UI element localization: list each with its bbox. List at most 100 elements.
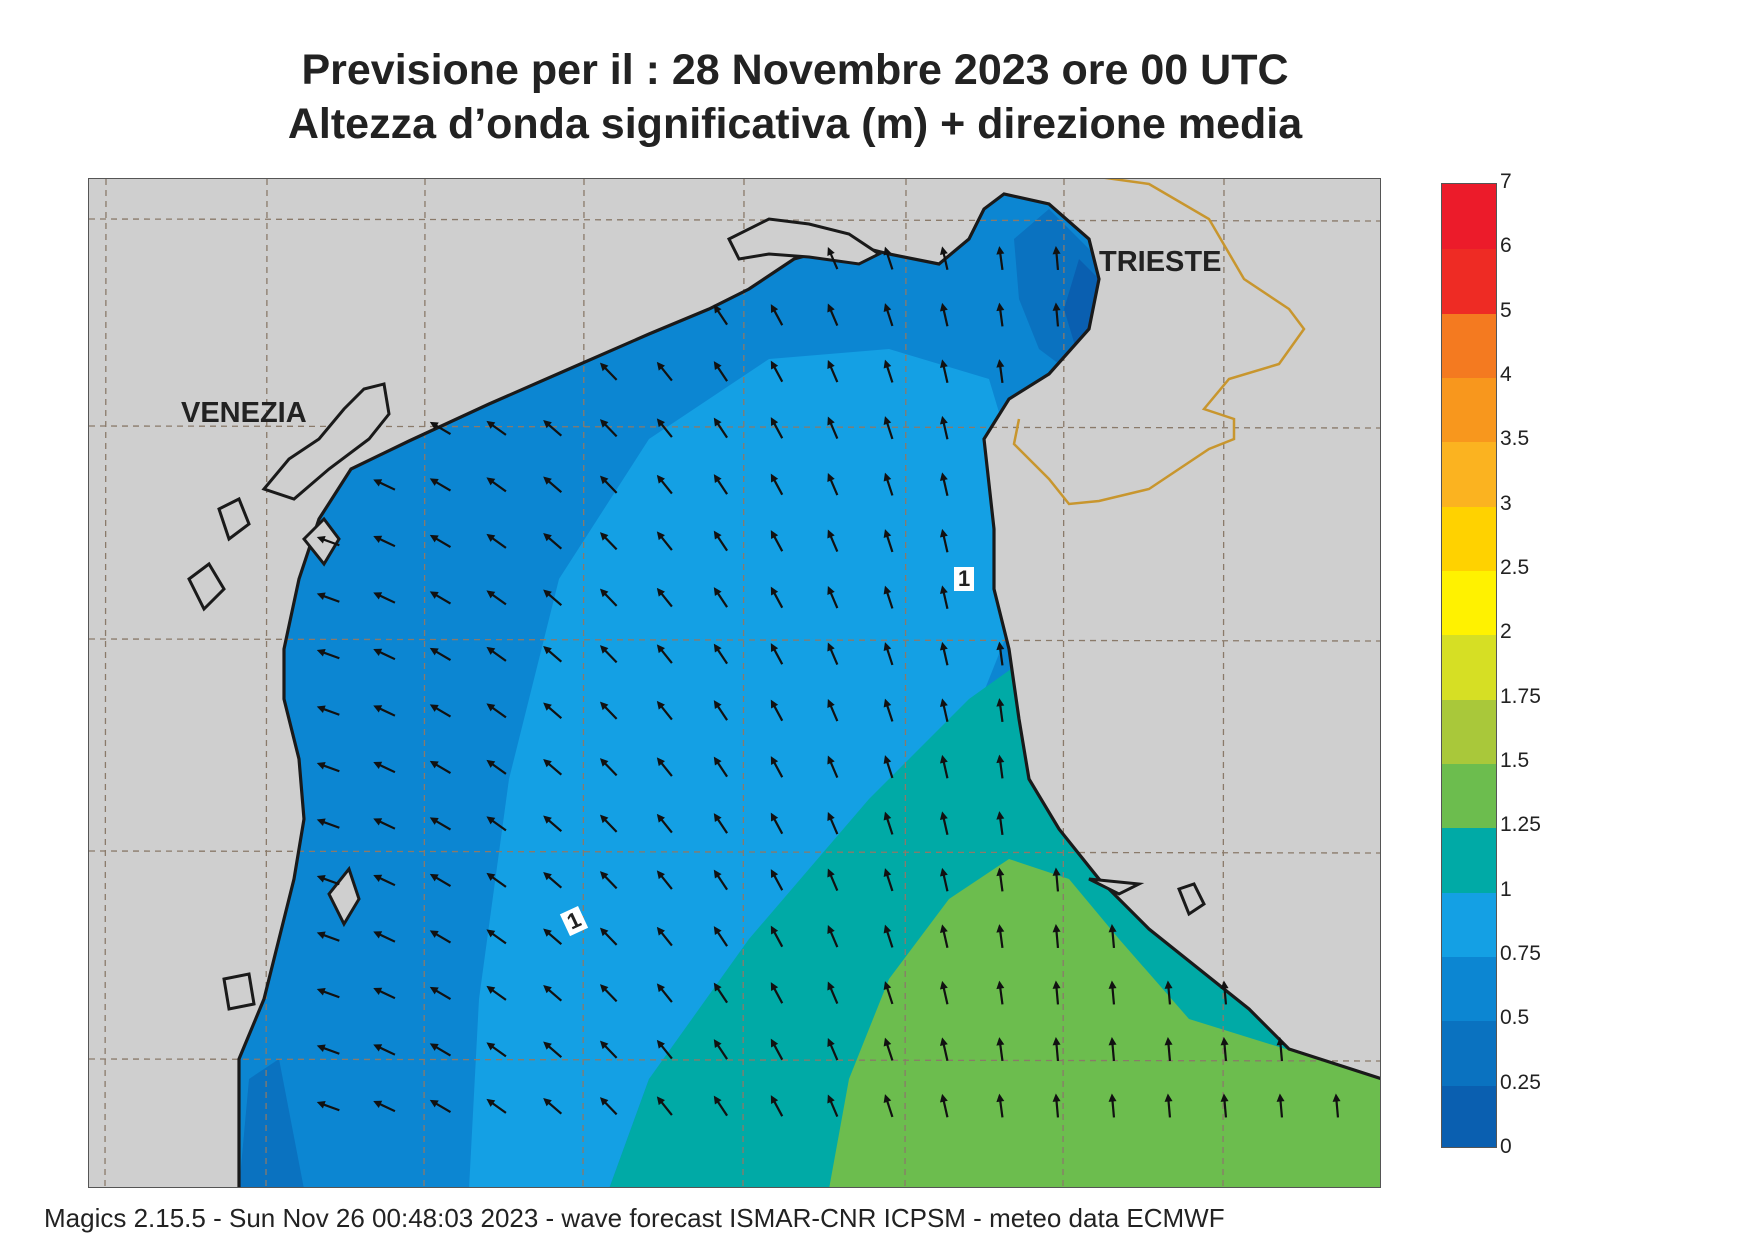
wave-direction-arrow bbox=[543, 815, 563, 833]
wave-direction-arrow bbox=[713, 700, 729, 721]
wave-direction-arrow bbox=[316, 875, 340, 886]
wave-direction-arrow bbox=[883, 359, 894, 383]
wave-direction-arrow bbox=[827, 473, 839, 496]
wave-direction-arrow bbox=[543, 872, 563, 889]
wave-direction-arrow bbox=[770, 360, 784, 383]
wave-direction-arrow bbox=[996, 867, 1005, 892]
wave-direction-arrow bbox=[373, 1044, 396, 1056]
wave-direction-arrow bbox=[486, 1042, 507, 1058]
legend-tick-label: 0.75 bbox=[1500, 942, 1541, 965]
wave-direction-arrow bbox=[827, 1094, 839, 1118]
wave-direction-arrow bbox=[486, 1098, 507, 1114]
legend-band bbox=[1442, 698, 1496, 764]
wave-direction-arrow bbox=[373, 761, 396, 774]
wave-direction-arrow bbox=[939, 359, 949, 383]
wave-direction-arrow bbox=[770, 982, 784, 1004]
wave-direction-arrow bbox=[486, 420, 507, 436]
wave-direction-arrow bbox=[1052, 1093, 1061, 1118]
wave-direction-arrow bbox=[1220, 1037, 1229, 1062]
wave-direction-arrow bbox=[599, 814, 618, 833]
wave-direction-arrow bbox=[656, 926, 673, 947]
wave-direction-arrow bbox=[543, 589, 563, 607]
city-label-trieste: TRIESTE bbox=[1099, 246, 1222, 278]
wave-direction-arrow bbox=[599, 532, 618, 551]
map-canvas bbox=[89, 179, 1380, 1187]
wave-direction-arrow bbox=[599, 588, 618, 607]
wave-direction-arrow bbox=[713, 982, 729, 1004]
footer-credits: Magics 2.15.5 - Sun Nov 26 00:48:03 2023… bbox=[44, 1203, 1225, 1233]
wave-direction-arrow bbox=[656, 700, 673, 721]
wave-direction-arrow bbox=[599, 871, 618, 890]
wave-direction-arrow bbox=[883, 924, 894, 948]
wave-direction-arrow bbox=[939, 1037, 949, 1061]
wave-direction-arrow bbox=[827, 981, 839, 1005]
legend-tick-label: 0.25 bbox=[1500, 1070, 1541, 1094]
legend-tick-label: 1.75 bbox=[1500, 684, 1541, 708]
legend-band bbox=[1442, 570, 1496, 636]
wave-direction-arrow bbox=[883, 585, 894, 609]
legend-band bbox=[1442, 827, 1496, 893]
wave-direction-arrow bbox=[939, 641, 949, 666]
wave-direction-arrow bbox=[713, 1095, 729, 1117]
map-title-variable: Altezza d’onda significativa (m) + direz… bbox=[287, 100, 1303, 148]
wave-direction-arrow bbox=[316, 649, 340, 660]
wave-direction-arrow bbox=[429, 930, 452, 944]
wave-direction-arrow bbox=[373, 705, 396, 717]
wave-direction-arrow bbox=[939, 924, 949, 948]
wave-direction-arrow bbox=[1052, 1037, 1061, 1062]
wave-direction-arrow bbox=[1164, 980, 1173, 1005]
wave-direction-arrow bbox=[996, 924, 1005, 949]
wave-direction-arrow bbox=[770, 1095, 784, 1117]
wave-direction-arrow bbox=[1108, 980, 1117, 1005]
wave-direction-arrow bbox=[883, 981, 894, 1005]
wave-direction-arrow bbox=[827, 755, 839, 779]
wave-direction-arrow bbox=[1108, 1093, 1117, 1118]
wave-direction-arrow bbox=[939, 415, 949, 440]
wave-direction-arrow bbox=[939, 472, 949, 496]
wave-direction-arrow bbox=[373, 479, 396, 491]
wave-direction-arrow bbox=[713, 756, 729, 778]
wave-direction-arrow bbox=[939, 980, 949, 1005]
wave-direction-arrow bbox=[373, 535, 396, 548]
wave-direction-arrow bbox=[883, 246, 894, 270]
wave-direction-arrow bbox=[883, 303, 894, 327]
wave-direction-arrow bbox=[827, 586, 839, 609]
wave-direction-arrow bbox=[770, 756, 784, 778]
wave-direction-arrow bbox=[429, 478, 452, 492]
wave-direction-arrow bbox=[429, 647, 452, 662]
wave-height-map: 1 1 VENEZIA TRIESTE bbox=[88, 178, 1381, 1188]
wave-direction-arrow bbox=[713, 304, 729, 326]
wave-direction-arrow bbox=[543, 420, 563, 437]
wave-direction-arrow bbox=[599, 1097, 618, 1116]
wave-direction-arrow bbox=[996, 641, 1005, 666]
wave-direction-arrow bbox=[599, 927, 618, 946]
wave-direction-arrow bbox=[827, 1038, 839, 1061]
wave-direction-arrow bbox=[543, 646, 563, 663]
wave-direction-arrow bbox=[543, 928, 563, 946]
wave-direction-arrow bbox=[939, 754, 949, 779]
wave-direction-arrow bbox=[996, 246, 1005, 271]
wave-direction-arrow bbox=[770, 699, 784, 722]
wave-direction-arrow bbox=[883, 1037, 894, 1061]
wave-direction-arrow bbox=[486, 872, 507, 888]
wave-direction-arrow bbox=[429, 1043, 452, 1057]
wave-direction-arrow bbox=[429, 1099, 452, 1114]
wave-direction-arrow bbox=[939, 811, 949, 835]
wave-direction-arrow bbox=[996, 754, 1005, 779]
wave-direction-arrow bbox=[599, 475, 618, 494]
wave-direction-arrow bbox=[713, 474, 729, 495]
wave-direction-arrow bbox=[996, 811, 1005, 836]
wave-direction-arrow bbox=[770, 812, 784, 835]
wave-direction-arrow bbox=[543, 1041, 563, 1059]
wave-direction-arrow bbox=[883, 642, 894, 666]
wave-direction-arrow bbox=[656, 418, 673, 438]
wave-direction-arrow bbox=[996, 1093, 1005, 1118]
city-label-venezia: VENEZIA bbox=[181, 397, 307, 429]
wave-direction-arrow bbox=[713, 869, 729, 891]
wave-direction-arrow bbox=[939, 1093, 949, 1118]
wave-direction-arrow bbox=[713, 361, 729, 382]
wave-direction-arrow bbox=[939, 246, 949, 270]
wave-direction-arrow bbox=[1220, 980, 1229, 1005]
wave-direction-arrow bbox=[713, 417, 729, 439]
wave-direction-arrow bbox=[543, 476, 563, 494]
